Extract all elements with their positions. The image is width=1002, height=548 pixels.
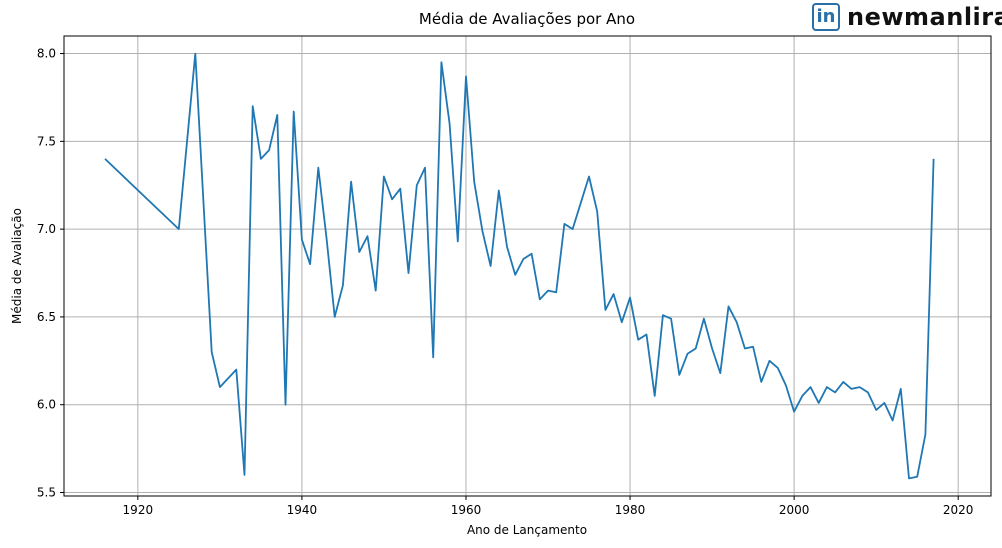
series-layer: [104, 52, 935, 480]
series-line: [104, 52, 935, 480]
y-axis-label: Média de Avaliação: [10, 208, 24, 324]
x-axis-ticks: 1920 1940 1960 1980 2000 2020: [123, 496, 974, 517]
y-tick-label: 6.0: [37, 398, 56, 412]
y-tick-label: 6.5: [37, 310, 56, 324]
x-tick-label: 1940: [287, 503, 318, 517]
y-tick-label: 7.0: [37, 222, 56, 236]
linkedin-icon: in: [812, 3, 840, 31]
x-tick-label: 2020: [943, 503, 974, 517]
y-tick-label: 8.0: [37, 47, 56, 61]
brand-name: newmanlira: [847, 3, 1002, 31]
chart-title: Média de Avaliações por Ano: [419, 10, 635, 28]
plot-frame: [63, 35, 992, 497]
brand: in newmanlira: [812, 0, 1002, 34]
y-axis-ticks: 5.5 6.0 6.5 7.0 7.5 8.0: [37, 47, 64, 499]
y-tick-label: 7.5: [37, 134, 56, 148]
x-tick-label: 1920: [123, 503, 154, 517]
x-tick-label: 1980: [615, 503, 646, 517]
x-tick-label: 1960: [451, 503, 482, 517]
y-tick-label: 5.5: [37, 485, 56, 499]
x-axis-label: Ano de Lançamento: [467, 523, 587, 537]
grid: [64, 36, 991, 496]
x-tick-label: 2000: [779, 503, 810, 517]
